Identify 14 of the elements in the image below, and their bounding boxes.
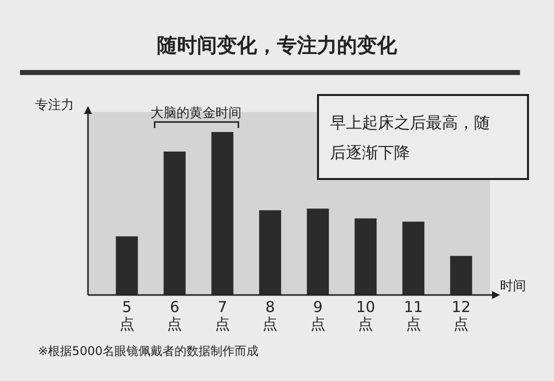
x-tick-label: 12点 [450,298,472,333]
x-tick-label: 8点 [262,298,279,333]
x-axis-title: 时间 [500,278,526,295]
y-axis-title: 专注力 [35,97,74,114]
x-tick-label: 5点 [118,298,136,333]
x-tick-label: 10点 [355,298,376,333]
x-tick-label: 9点 [309,298,326,333]
text: ※根据5000名眼镜佩戴者的数据制作而成 [38,343,259,360]
x-tick-label: 6点 [166,298,184,333]
x-tick-label: 11点 [402,298,424,333]
x-tick-label: 7点 [214,298,231,333]
annotation: 早上起床之后最高，随后逐渐下降 [330,112,490,164]
chart-title: 随时间变化，专注力的变化 [156,32,398,59]
text: 大脑的黄金时间 [150,105,242,122]
